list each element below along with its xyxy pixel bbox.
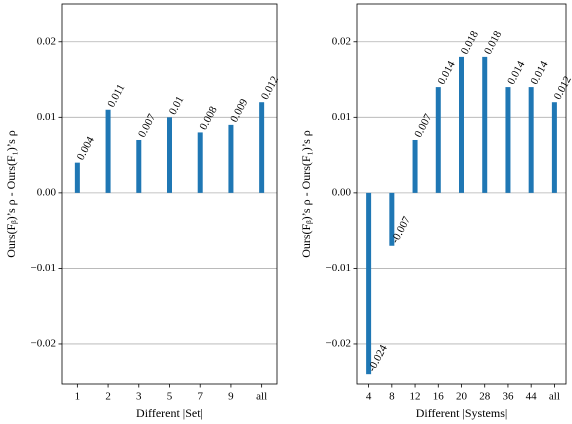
- x-tick-label: 2: [105, 391, 111, 403]
- y-tick-label: −0.02: [31, 337, 56, 349]
- x-tick-label: 44: [526, 391, 538, 403]
- x-axis-label: Different |Systems|: [416, 406, 508, 420]
- y-tick-label: 0.00: [37, 186, 57, 198]
- value-label: 0.01: [167, 94, 187, 117]
- bar: [551, 102, 557, 193]
- x-tick-label: 36: [502, 391, 514, 403]
- value-label: 0.007: [136, 112, 158, 140]
- bar: [482, 56, 488, 193]
- value-label: 0.014: [528, 59, 550, 87]
- value-label: 0.011: [105, 82, 127, 109]
- y-axis-label: Ours(Fᵦ)’s ρ - Ours(F₁)’s ρ: [299, 130, 313, 258]
- value-label: 0.014: [436, 59, 458, 87]
- x-tick-label: 3: [136, 391, 142, 403]
- x-tick-label: 16: [433, 391, 445, 403]
- value-label: 0.018: [459, 29, 481, 57]
- x-tick-label: 28: [479, 391, 491, 403]
- bar: [259, 102, 265, 193]
- x-tick-label: 8: [389, 391, 395, 403]
- value-label: 0.007: [412, 112, 434, 140]
- y-tick-label: 0.02: [332, 35, 351, 47]
- y-tick-label: −0.01: [326, 262, 351, 274]
- bar: [528, 87, 534, 193]
- bar: [412, 139, 418, 193]
- value-label: 0.018: [482, 29, 504, 57]
- x-tick-label: 12: [410, 391, 421, 403]
- plot-frame: [61, 3, 278, 385]
- value-label: 0.009: [228, 97, 250, 125]
- bar: [366, 192, 372, 375]
- bar: [197, 132, 203, 193]
- bar: [167, 117, 172, 193]
- x-tick-label: all: [549, 391, 560, 403]
- bar: [74, 162, 80, 193]
- y-tick-label: 0.01: [37, 111, 56, 123]
- y-tick-label: −0.02: [326, 337, 351, 349]
- x-tick-label: 20: [456, 391, 468, 403]
- bar: [105, 109, 111, 193]
- plot-frame: [356, 3, 567, 385]
- bar: [228, 124, 234, 193]
- x-tick-label: 7: [197, 391, 203, 403]
- y-tick-label: −0.01: [31, 262, 56, 274]
- x-axis-label: Different |Set|: [136, 406, 203, 420]
- y-tick-label: 0.00: [332, 186, 352, 198]
- bar: [435, 87, 441, 193]
- value-label: 0.008: [198, 104, 220, 132]
- value-label: 0.014: [505, 59, 527, 87]
- value-label: 0.004: [75, 134, 97, 162]
- value-label: 0.012: [552, 74, 572, 101]
- x-tick-label: 5: [167, 391, 173, 403]
- x-tick-label: 1: [75, 391, 81, 403]
- bar: [459, 56, 464, 193]
- x-tick-label: 4: [366, 391, 372, 403]
- x-tick-label: all: [256, 391, 267, 403]
- y-tick-label: 0.01: [332, 111, 351, 123]
- y-tick-label: 0.02: [37, 35, 56, 47]
- bar: [136, 139, 142, 193]
- x-tick-label: 9: [228, 391, 234, 403]
- value-label: 0.012: [259, 74, 281, 101]
- y-axis-label: Ours(Fᵦ)’s ρ - Ours(F₁)’s ρ: [4, 130, 18, 258]
- bar: [389, 192, 395, 246]
- bar: [505, 87, 511, 193]
